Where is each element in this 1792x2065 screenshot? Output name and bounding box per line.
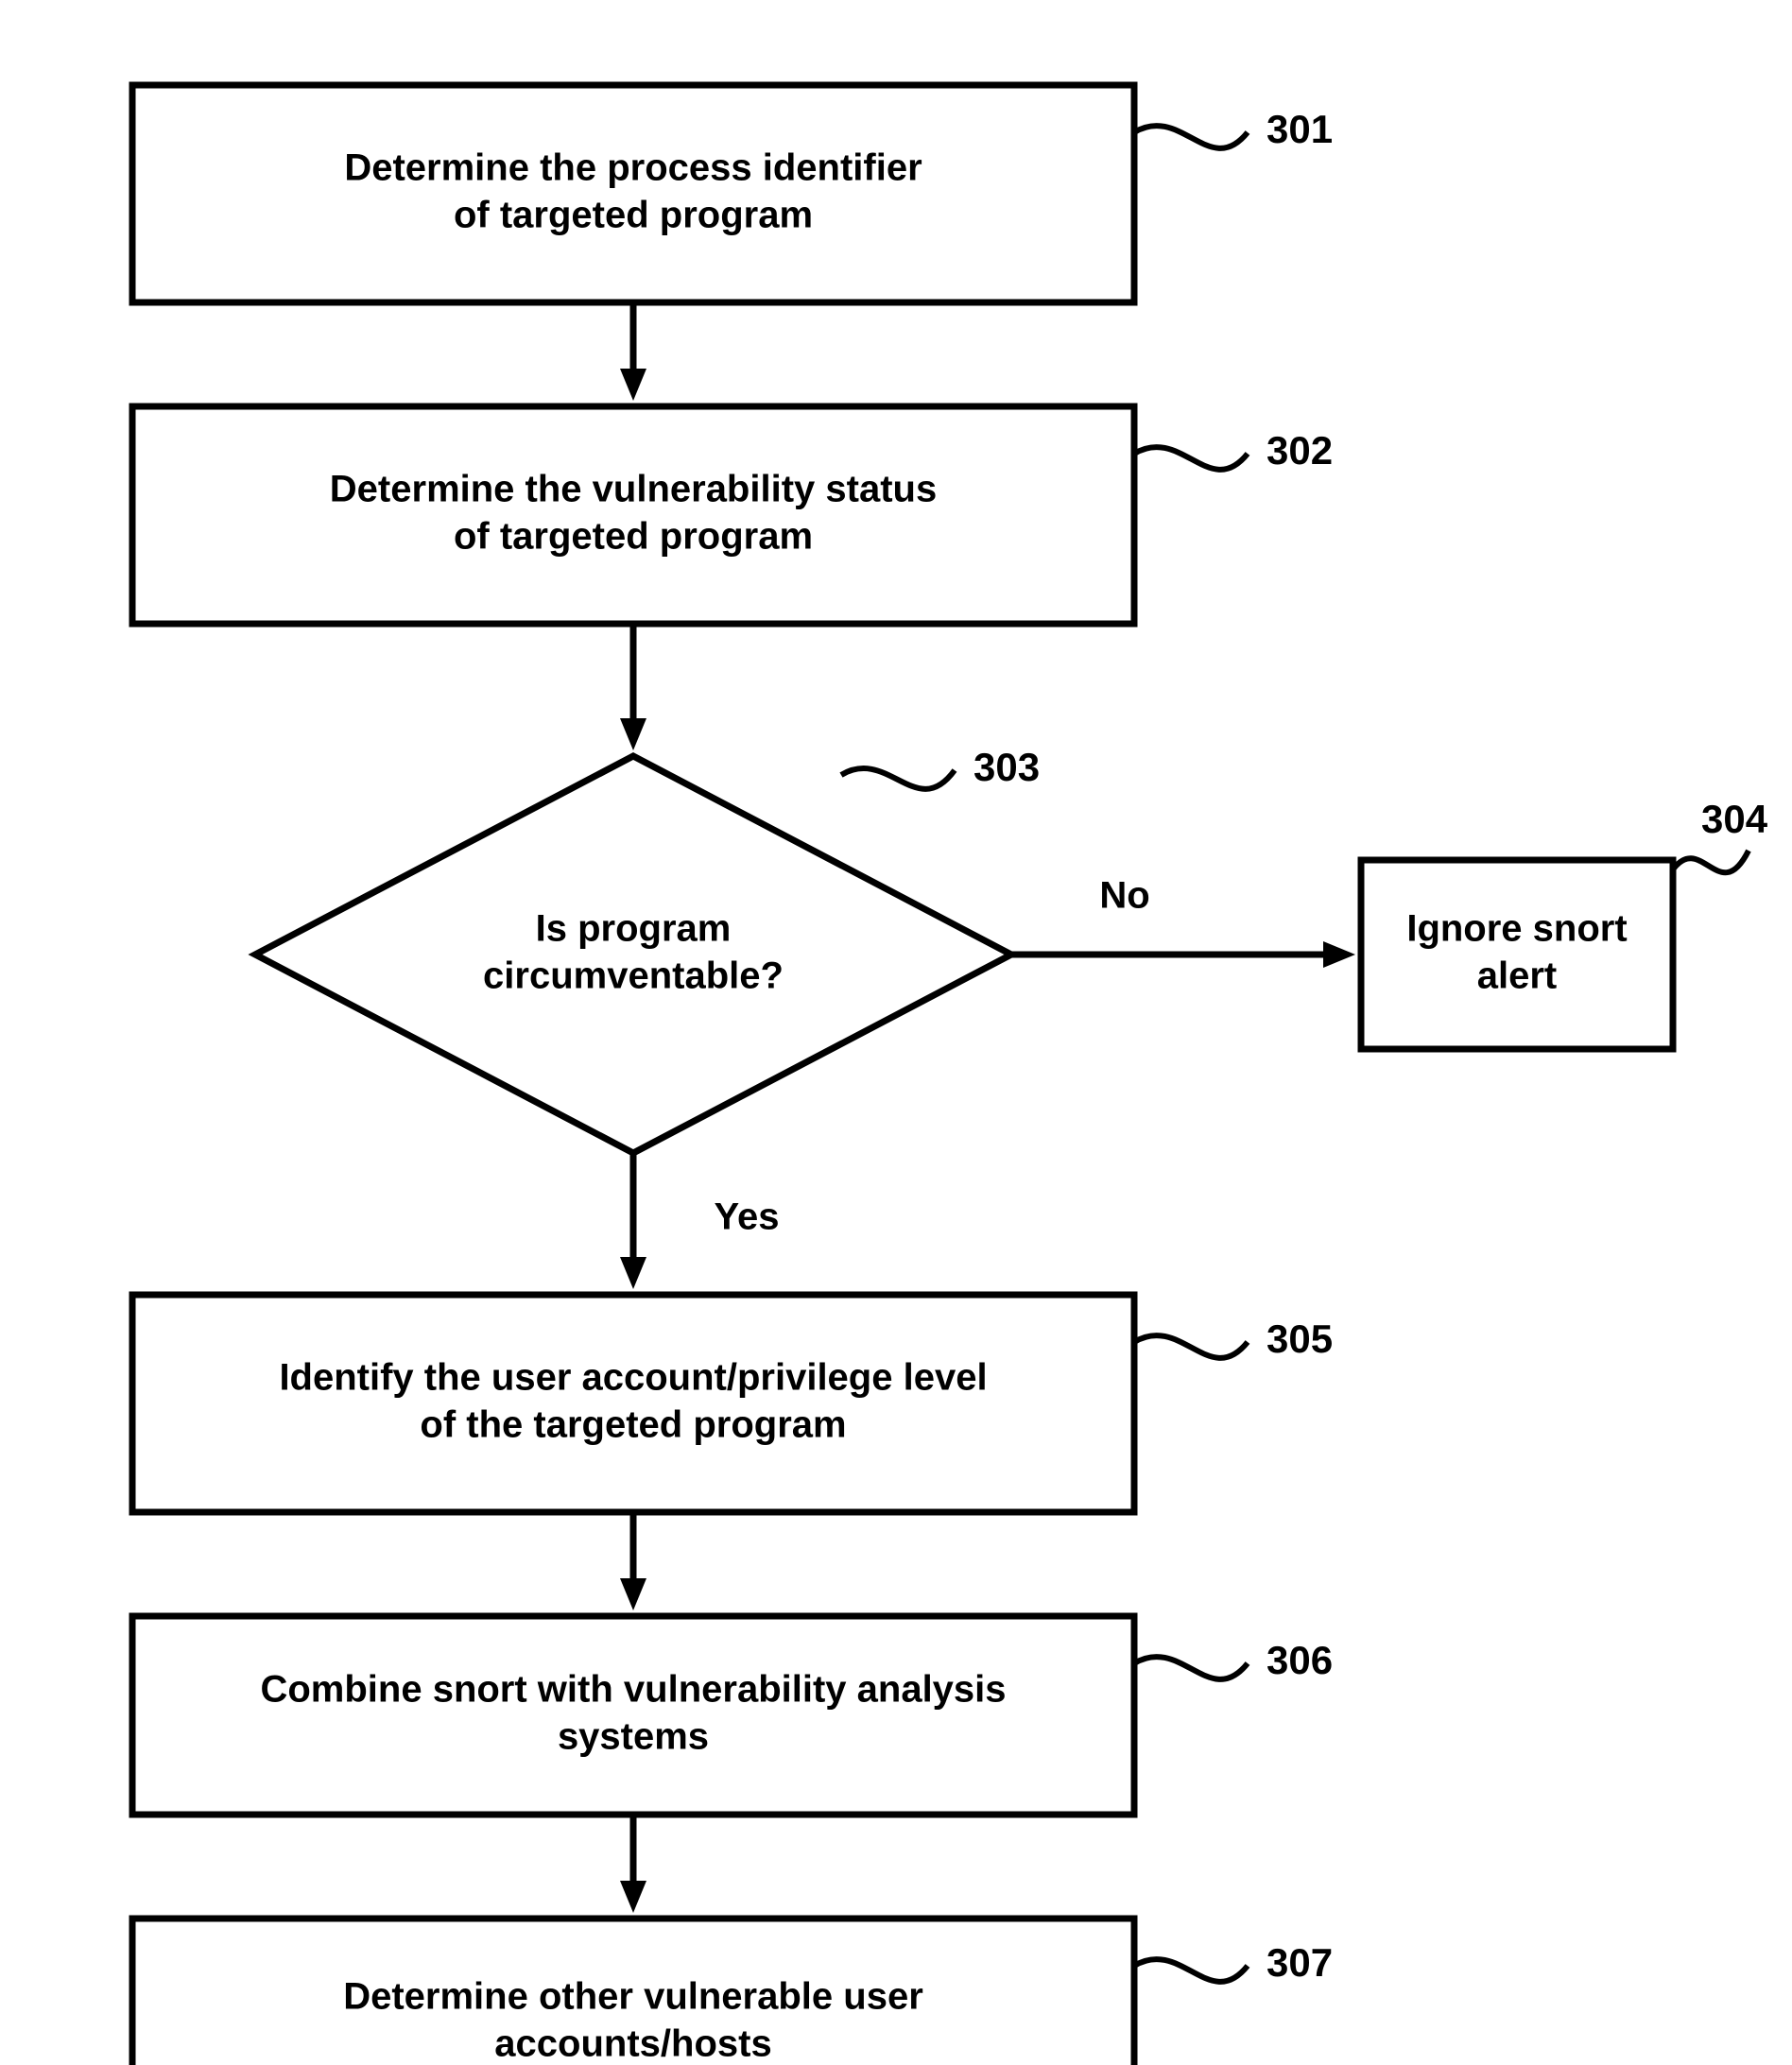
flow-node-n307: Determine other vulnerable user accounts/… — [132, 1919, 1134, 2065]
ref-label: 306 — [1266, 1638, 1333, 1682]
ref-label: 303 — [974, 745, 1040, 789]
ref-leader — [1134, 1959, 1248, 1982]
flow-node-text: Combine snort with vulnerability analysi… — [260, 1669, 1006, 1711]
flow-node-text: Ignore snort — [1406, 908, 1627, 950]
ref-label: 305 — [1266, 1316, 1333, 1361]
flow-node-text: Determine the process identifier — [344, 147, 922, 189]
flow-node-text: of the targeted program — [420, 1404, 846, 1446]
ref-label: 304 — [1701, 797, 1768, 841]
ref-label: 307 — [1266, 1940, 1333, 1985]
flow-node-text: accounts/hosts — [494, 2023, 771, 2065]
flow-node-n302: Determine the vulnerability status of tar… — [132, 406, 1134, 624]
flow-node-text: Determine other vulnerable user — [343, 1976, 923, 2018]
flow-node-n303: Is program circumventable? — [255, 756, 1011, 1153]
flow-node-text: of targeted program — [454, 195, 813, 236]
ref-leader — [1134, 447, 1248, 470]
ref-leader — [1134, 1657, 1248, 1679]
flow-node-n301: Determine the process identifier of targe… — [132, 85, 1134, 302]
ref-leader — [1134, 1335, 1248, 1358]
flow-node-text: systems — [558, 1716, 709, 1758]
flow-node-n306: Combine snort with vulnerability analysi… — [132, 1616, 1134, 1815]
flow-node-text: alert — [1477, 955, 1558, 997]
flow-node-n305: Identify the user account/privilege leve… — [132, 1295, 1134, 1512]
flow-node-text: Identify the user account/privilege leve… — [279, 1357, 987, 1399]
flow-edge-label: Yes — [715, 1196, 780, 1238]
ref-leader — [1134, 126, 1248, 148]
flow-node-text: Is program — [536, 908, 732, 950]
flow-node-text: circumventable? — [483, 955, 784, 997]
flow-edge-label: No — [1099, 875, 1149, 917]
flow-node-text: of targeted program — [454, 516, 813, 558]
ref-label: 302 — [1266, 428, 1333, 473]
ref-label: 301 — [1266, 107, 1333, 151]
ref-leader — [1673, 851, 1749, 872]
flow-node-n304: Ignore snort alert — [1361, 860, 1673, 1049]
ref-leader — [841, 768, 955, 789]
flow-node-text: Determine the vulnerability status — [330, 469, 937, 510]
